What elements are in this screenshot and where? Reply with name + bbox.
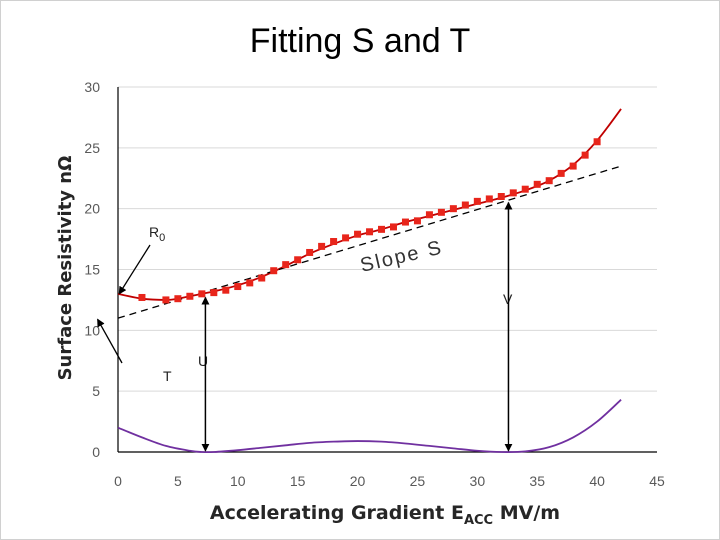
data-point [378,225,386,233]
data-point [461,201,469,209]
annotation-t: T [163,368,172,384]
data-point [246,279,254,287]
x-tick-label-20: 20 [350,473,366,489]
data-point [258,274,266,282]
y-axis-title: Surface Resistivity nΩ [55,156,76,381]
gridlines [118,86,657,392]
data-point [473,197,481,205]
data-point [138,293,146,301]
data-point [413,217,421,225]
data-point [545,177,553,185]
data-point [162,296,170,304]
data-point [497,193,505,200]
data-point [581,151,589,159]
data-point [485,195,493,203]
data-point [222,286,230,294]
x-tick-label-35: 35 [529,473,545,489]
y-tick-label-5: 5 [92,383,100,399]
y-tick-label-25: 25 [84,140,100,156]
data-point [593,138,601,146]
data-point [521,185,529,193]
x-tick-label-25: 25 [410,473,426,489]
x-tick-label-40: 40 [589,473,605,489]
annotation-r0-sub: 0 [159,232,165,244]
data-point [186,292,194,300]
series-line-3 [117,399,622,454]
y-tick-label-30: 30 [84,79,100,95]
data-point [270,267,278,275]
trend-line-slope [117,165,622,319]
x-tick-label-0: 0 [114,473,122,489]
data-point [330,238,338,246]
data-point [354,230,362,238]
x-tick-label-15: 15 [290,473,306,489]
series-layer [117,108,622,454]
data-point [282,261,290,269]
data-point [425,211,433,219]
annotation-u: U [198,353,208,369]
x-axis-title: Accelerating Gradient EACC MV/m [210,502,560,528]
x-axis-title-sub: ACC [464,513,493,528]
data-point [533,180,541,188]
data-point [389,223,397,231]
data-point [557,169,565,177]
data-point [198,290,206,298]
data-point [294,256,302,264]
data-point [342,234,350,242]
arrow-t [97,318,123,364]
arrow-r0 [118,244,151,295]
data-point [569,162,577,170]
y-tick-label-15: 15 [84,262,100,278]
data-point [449,205,457,213]
x-tick-label-45: 45 [649,473,665,489]
data-point [366,228,374,236]
x-tick-label-10: 10 [230,473,246,489]
annotation-r0: R0 [149,224,165,244]
y-tick-label-10: 10 [84,322,100,338]
data-point [437,208,445,216]
tick-labels: 0 5 10 15 20 25 30 0 5 10 15 20 25 30 35 40 45 [84,79,665,489]
slide-title: Fitting S and T [249,22,471,60]
data-point [401,218,409,226]
data-point [234,283,242,291]
x-axis-title-unit: MV/m [493,502,560,524]
y-tick-label-0: 0 [92,444,100,460]
x-tick-label-5: 5 [174,473,182,489]
data-point [509,189,517,197]
y-tick-label-20: 20 [84,201,100,217]
x-axis-title-main: Accelerating Gradient E [210,502,464,524]
data-point [318,242,326,250]
x-tick-label-30: 30 [470,473,486,489]
data-point [210,289,218,297]
data-point [174,295,182,303]
data-point [306,248,314,256]
annotation-slope-s: Slope S [358,237,445,277]
